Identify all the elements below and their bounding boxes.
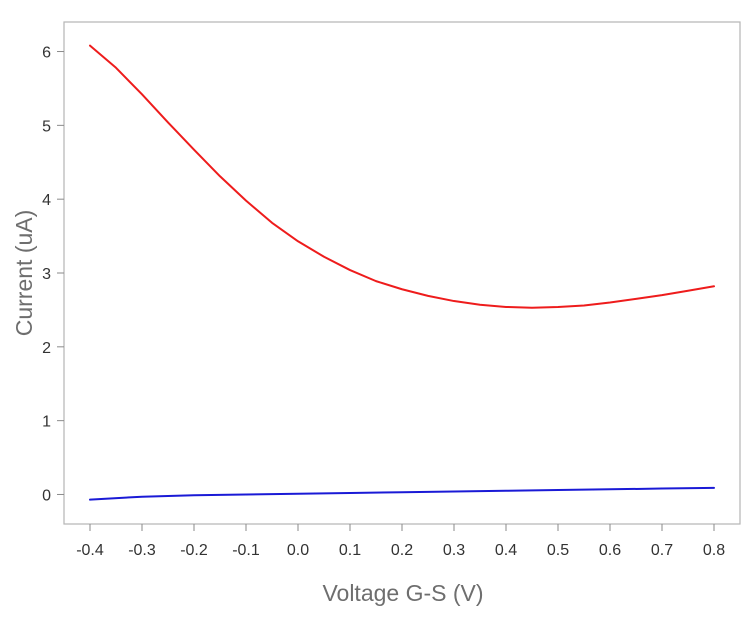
series-line-blue — [89, 486, 715, 501]
x-tick-label: 0.5 — [547, 542, 569, 559]
x-tick-label: 0.3 — [443, 542, 465, 559]
y-tick-label: 4 — [42, 192, 51, 209]
x-tick-label: 0.6 — [599, 542, 621, 559]
y-tick-label: 3 — [42, 266, 51, 283]
x-tick-label: -0.3 — [128, 542, 156, 559]
x-axis: -0.4 -0.3 -0.2 -0.1 0.0 0.1 0.2 0.3 0.4 0.5 0.6 0.7… — [76, 524, 725, 559]
y-tick-label: 5 — [42, 118, 51, 135]
x-tick-label: 0.7 — [651, 542, 673, 559]
y-tick-label: 6 — [42, 45, 51, 62]
x-tick-label: -0.4 — [76, 542, 104, 559]
y-tick-label: 2 — [42, 340, 51, 357]
plot-frame — [63, 21, 741, 525]
y-tick-label: 0 — [42, 487, 51, 504]
y-axis-title: Current (uA) — [11, 210, 37, 337]
x-tick-label: -0.2 — [180, 542, 208, 559]
x-tick-label: 0.2 — [391, 542, 413, 559]
series-line-red — [89, 44, 715, 309]
y-axis: 0 1 2 3 4 5 6 — [42, 45, 64, 504]
x-tick-label: -0.1 — [232, 542, 260, 559]
x-tick-label: 0.0 — [287, 542, 309, 559]
y-tick-label: 1 — [42, 414, 51, 431]
x-tick-label: 0.8 — [703, 542, 725, 559]
x-tick-label: 0.4 — [495, 542, 517, 559]
x-tick-label: 0.1 — [339, 542, 361, 559]
series-layer — [89, 44, 715, 501]
x-axis-title: Voltage G-S (V) — [322, 580, 483, 606]
